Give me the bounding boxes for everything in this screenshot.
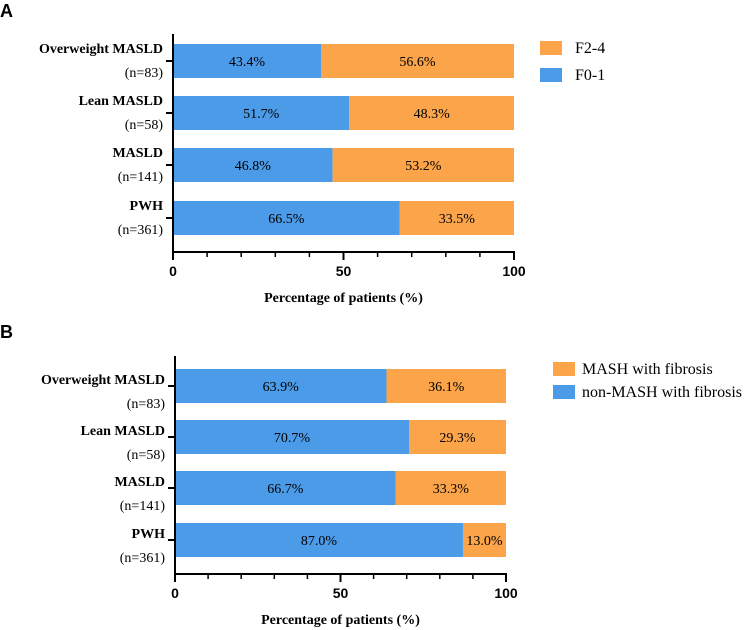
bar-value-label: 36.1% [428,380,465,395]
category-label: Lean MASLD [79,94,163,109]
bar-blue [173,44,321,78]
bar-orange [409,420,506,454]
legend-label: F0-1 [575,67,605,84]
bar-value-label: 13.0% [466,534,503,549]
bar-blue [175,420,410,454]
category-count: (n=83) [127,397,166,412]
bar-value-label: 70.7% [274,431,311,446]
x-tick-label: 50 [336,263,352,279]
bar-orange [332,148,514,182]
legend-label: MASH with fibrosis [582,361,713,378]
x-tick-label: 0 [171,585,179,601]
category-count: (n=58) [125,118,164,133]
bar-blue [175,523,463,557]
legend-label: non-MASH with fibrosis [582,384,742,401]
x-tick-label: 100 [502,263,526,279]
bar-orange [399,201,514,235]
bar-value-label: 63.9% [263,380,300,395]
category-count: (n=58) [127,448,166,463]
panel-b: B 63.9% 36.1% 70.7% 29.3% 66.7% 33.3% 87.0% 13.0… [0,322,742,628]
bar-orange [320,44,514,78]
legend-swatch [553,385,575,399]
category-label: PWH [132,527,166,542]
category-label: Overweight MASLD [41,373,165,388]
x-axis-title: Percentage of patients (%) [264,291,423,306]
bar-orange [395,471,506,505]
bar-value-label: 29.3% [439,431,476,446]
category-label: PWH [130,199,164,214]
panel-letter: B [0,322,13,342]
category-count: (n=361) [118,223,164,238]
panel-a: A 43.4% 56.6% 51.7% 48.3% 46.8% 53.2% 66.5% 33.5… [0,1,605,306]
category-label: Lean MASLD [81,424,165,439]
bar-value-label: 56.6% [399,55,436,70]
legend-label: F2-4 [575,40,605,57]
legend: MASH with fibrosis non-MASH with fibrosis [553,361,742,401]
bar-value-label: 33.3% [433,482,470,497]
panel-letter: A [0,1,13,21]
bar-value-label: 66.5% [268,212,305,227]
x-tick-label: 50 [333,585,349,601]
bar-blue [175,471,396,505]
category-count: (n=361) [120,551,166,566]
x-tick-label: 0 [169,263,177,279]
legend-swatch [540,68,562,82]
x-axis-title: Percentage of patients (%) [261,613,420,628]
bar-value-label: 87.0% [301,534,338,549]
bar-orange [462,523,506,557]
category-label: MASLD [114,475,165,490]
bar-orange [349,96,514,130]
bar-blue [173,96,350,130]
category-label: Overweight MASLD [39,42,163,57]
bar-value-label: 33.5% [439,212,476,227]
bar-blue [175,369,387,403]
legend-swatch [540,41,562,55]
bar-blue [173,148,333,182]
bar-value-label: 66.7% [267,482,304,497]
bar-blue [173,201,400,235]
bar-value-label: 51.7% [243,107,280,122]
category-count: (n=141) [118,170,164,185]
bar-orange [386,369,506,403]
bar-value-label: 53.2% [405,159,442,174]
legend: F2-4 F0-1 [540,40,605,84]
bar-value-label: 48.3% [414,107,451,122]
category-label: MASLD [112,146,163,161]
bar-value-label: 46.8% [235,159,272,174]
legend-swatch [553,362,575,376]
x-tick-label: 100 [494,585,518,601]
bar-value-label: 43.4% [229,55,266,70]
category-count: (n=83) [125,66,164,81]
category-count: (n=141) [120,499,166,514]
